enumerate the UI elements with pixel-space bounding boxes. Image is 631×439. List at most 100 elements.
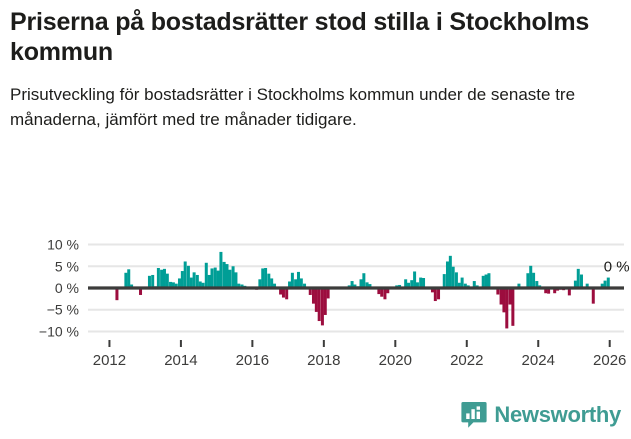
chart-bar (258, 279, 262, 288)
chart-bar (201, 282, 205, 288)
chart-bar (505, 288, 509, 329)
chart-bar (204, 262, 208, 288)
chart-bar (585, 283, 589, 288)
chart-bar (484, 274, 488, 288)
x-axis-tick-label: 2020 (379, 352, 412, 369)
chart-bar (177, 278, 181, 288)
chart-bar (267, 273, 271, 288)
chart-bar (162, 268, 166, 288)
chart-bar (234, 272, 238, 288)
chart-bar (303, 283, 307, 288)
y-axis-tick-label: 0 % (55, 280, 79, 296)
x-axis-tick-label: 2016 (236, 352, 269, 369)
value-annotation: 0 % (604, 258, 630, 275)
chart-bar (553, 288, 557, 294)
y-axis-tick-label: −10 % (39, 323, 79, 339)
chart-bar (216, 270, 220, 288)
chart-bar (115, 288, 119, 301)
chart-bar (487, 273, 491, 288)
chart-bar (433, 288, 437, 302)
chart-bar (314, 288, 318, 312)
chart-bar (496, 288, 500, 295)
newsworthy-logo-text: Newsworthy (494, 402, 621, 427)
chart-bar (222, 261, 226, 288)
chart-bar (460, 277, 464, 288)
chart-bar (383, 288, 387, 300)
chart-bar (186, 265, 190, 288)
chart-footer: Newsworthy (0, 393, 631, 435)
chart-bar (273, 283, 277, 288)
x-axis-tick-label: 2012 (93, 352, 126, 369)
chart-bar (365, 282, 369, 288)
chart-bar (463, 283, 467, 288)
chart-bar (517, 283, 521, 288)
chart-bar (532, 272, 536, 288)
chart-bar (189, 277, 193, 288)
chart-bar (410, 280, 414, 288)
chart-bar (156, 268, 160, 288)
chart-bar (228, 269, 232, 288)
page-title: Priserna på bostadsrätter stod stilla i … (10, 8, 590, 66)
x-axis-tick-label: 2024 (522, 352, 555, 369)
chart-bar (124, 272, 128, 288)
chart-bar (264, 268, 268, 288)
chart-bar (451, 266, 455, 288)
chart-bar (437, 288, 441, 300)
chart-bar (362, 273, 366, 288)
chart-bar (526, 273, 530, 288)
y-axis-tick-label: 10 % (47, 237, 79, 253)
chart-bar (502, 288, 506, 313)
chart-bar (404, 279, 408, 288)
chart-bar (294, 279, 298, 288)
y-axis-tick-label: 5 % (55, 258, 79, 274)
chart-bar (237, 283, 241, 288)
chart-bar (147, 275, 151, 288)
chart-bar (240, 284, 244, 288)
chart-bar (130, 284, 134, 288)
chart-bar (288, 281, 292, 288)
chart-bar (171, 282, 175, 288)
chart-bar (368, 284, 372, 288)
chart-bar (225, 264, 229, 288)
chart-bar (192, 272, 196, 288)
bar-chart: 10 % 5 % 0 % −5 % −10 % 2012 2014 2016 2018 2020 2… (39, 237, 630, 369)
chart-bar (261, 268, 265, 288)
chart-bar (454, 272, 458, 288)
chart-bar (299, 278, 303, 288)
chart-bar (210, 268, 214, 288)
bar-chart-speech-bubble-icon (461, 402, 488, 428)
chart-bar (180, 271, 184, 288)
chart-bar (472, 281, 476, 288)
chart-bar (377, 288, 381, 295)
chart-bar (183, 261, 187, 288)
chart-bar (413, 271, 417, 288)
chart-bar (544, 288, 548, 294)
x-axis-tick-label: 2014 (164, 352, 197, 369)
chart-bar (350, 281, 354, 288)
chart-bar (419, 277, 423, 288)
chart-bar (296, 271, 300, 288)
chart-bar (198, 281, 202, 288)
chart-container: 10 % 5 % 0 % −5 % −10 % 2012 2014 2016 2018 2020 2… (0, 222, 631, 377)
chart-bar (207, 274, 211, 288)
chart-bar (323, 288, 327, 315)
page-subtitle: Prisutveckling för bostadsrätter i Stock… (10, 85, 576, 129)
newsworthy-logo[interactable]: Newsworthy (461, 401, 621, 429)
chart-bar (457, 282, 461, 288)
chart-bar (567, 288, 571, 296)
chart-bar (317, 288, 321, 322)
chart-bar (603, 280, 607, 288)
chart-bar (320, 288, 324, 326)
chart-bar (600, 283, 604, 288)
chart-bar (308, 288, 312, 295)
chart-bar (270, 278, 274, 288)
chart-bar (290, 272, 294, 288)
chart-bar (573, 280, 577, 288)
chart-bar (139, 288, 143, 295)
chart-bar (231, 266, 235, 288)
chart-bar (195, 274, 199, 288)
chart-bar (422, 278, 426, 288)
chart-bar (285, 288, 289, 300)
chart-bar (579, 274, 583, 288)
